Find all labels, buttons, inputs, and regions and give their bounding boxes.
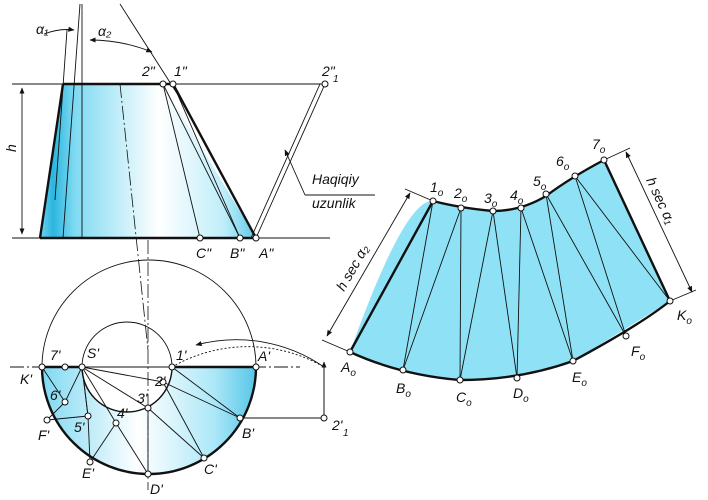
dev-label-f: Fo [631,343,646,363]
true-length-line [251,84,320,238]
point-1-front [170,81,176,87]
dev-point-2 [458,205,464,211]
point-6-top [62,399,68,405]
dev-point-k [667,298,673,304]
dev-label-3: 3o [484,190,498,210]
development: h sec α₂ h sec α₁ 1o 2o 3o 4o 5o 6o 7o A… [322,136,696,409]
point-d-top [145,471,151,477]
point-a-front [253,235,259,241]
dev-label-a: Ao [340,359,356,379]
alpha1-arc [44,30,74,35]
label-2-front: 2" [141,63,156,79]
label-2-top: 2' [154,373,167,389]
dev-label-5: 5o [533,173,547,193]
label-f-top: F' [38,427,51,443]
point-1-top [169,364,175,370]
dev-label-c: Co [456,389,472,409]
callout-leader [285,150,305,195]
dim-extension [604,148,630,160]
dev-point-e [570,358,576,364]
label-b-front: B" [230,245,245,261]
label-e-top: E' [82,465,95,481]
rotation-arc [172,347,324,367]
label-d-top: D' [150,481,164,497]
label-1-front: 1" [174,63,188,79]
point-a-top [253,364,259,370]
label-4-top: 4' [117,405,129,421]
alpha2-arc [90,40,152,52]
dev-label-6: 6o [556,153,570,173]
point-b-top [237,415,243,421]
label-2-1-front-sub: 1 [333,74,339,85]
point-k-top [39,364,45,370]
label-3-top: 3' [137,390,149,406]
label-1-top: 1' [176,347,188,363]
alpha1-label: α₁ [36,21,49,37]
point-5-top [85,413,91,419]
dev-point-f [623,333,629,339]
point-s-top [79,364,85,370]
dev-point-d [514,375,520,381]
angle-axis-line [120,4,178,95]
label-a-top: A' [257,348,271,364]
callout-line-1: Haqiqiy [312,171,360,187]
dev-label-d: Do [513,385,529,405]
left-dim-label: h sec α₂ [333,241,373,293]
dev-point-6 [572,173,578,179]
alpha2-label: α₂ [98,23,112,39]
point-b-front [237,235,243,241]
dev-label-1: 1o [430,179,444,199]
dev-label-e: Eo [572,369,587,389]
dev-point-c [457,377,463,383]
height-label: h [3,144,19,152]
dev-label-7: 7o [592,136,606,156]
label-6-top: 6' [50,387,62,403]
true-length-line [256,84,325,238]
dim-extension [322,340,350,352]
dev-point-1 [430,198,436,204]
point-2-1-front [322,81,328,87]
point-f-top [44,417,50,423]
dev-point-a [347,349,353,355]
label-2-1-top: 2' [331,417,344,433]
label-a-front: A" [258,245,274,261]
dev-point-b [400,367,406,373]
label-k-top: K' [20,371,33,387]
label-b-top: B' [242,425,255,441]
label-s-top: S' [87,345,100,361]
outer-circle-top [42,260,256,367]
label-7-top: 7' [50,347,62,363]
front-view: h α₁ α₂ 2" 1" 2" 1 C" B" A" Haqiqiy uzun… [3,4,375,350]
point-2-1-top [321,415,327,421]
label-c-top: C' [204,461,218,477]
label-2-1-top-sub: 1 [343,428,349,439]
point-7-top [62,364,68,370]
dev-label-4: 4o [510,187,524,207]
dev-point-7 [601,157,607,163]
callout-line-2: uzunlik [312,195,357,211]
label-5-top: 5' [74,419,86,435]
label-c-front: C" [196,245,212,261]
dev-label-b: Bo [396,380,411,400]
top-view: K' F' E' D' C' B' A' 7' 6' 5' 4' 3' 2' 1… [10,240,349,497]
dev-label-k: Ko [677,307,692,327]
point-2-front [160,81,166,87]
point-c-front [197,235,203,241]
dev-label-2: 2o [453,185,468,205]
